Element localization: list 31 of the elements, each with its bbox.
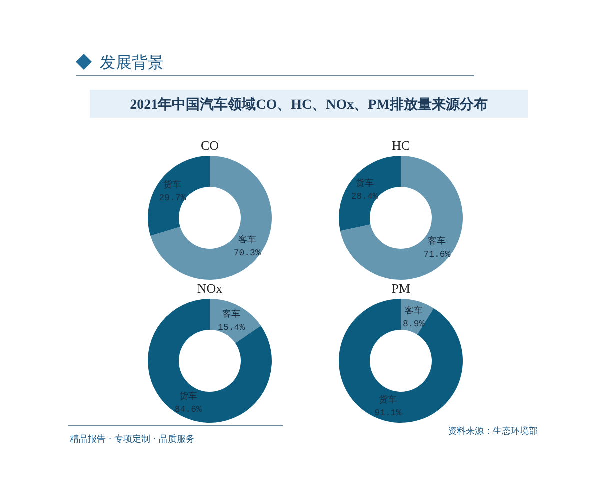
slice-label: 货车 [379, 394, 398, 406]
slice-label: 货车 [179, 391, 198, 402]
text: 2021年中国汽车领域CO、HC、NOx、PM排放量来源分布 [130, 96, 488, 113]
donut-slice [339, 299, 463, 423]
donut-slice [148, 299, 272, 423]
slice-label: 货车 [164, 179, 182, 190]
data-label: 15.4% [218, 322, 246, 333]
donut-slice [210, 299, 262, 344]
chart-title: CO [200, 138, 220, 153]
donut-slice [148, 156, 210, 236]
slice-label: 客车 [404, 305, 423, 316]
data-label: 28.4% [351, 192, 379, 202]
text: 精品报告 · 专项定制 · 品质服务 [70, 434, 196, 445]
chart-title: HC [392, 138, 410, 153]
slice-label: 客车 [222, 308, 241, 320]
text: 发展背景 [100, 53, 164, 72]
data-label: 84.6% [174, 405, 202, 416]
donut-slice [339, 156, 401, 232]
data-label: 91.1% [374, 408, 402, 419]
data-label: 70.3% [234, 248, 262, 259]
chart-title: NOx [197, 281, 224, 296]
data-label: 71.6% [424, 250, 452, 260]
text: 资料来源：生态环境部 [448, 426, 538, 437]
chart-title: PM [392, 281, 411, 296]
slice-label: 货车 [356, 178, 374, 189]
donut-slice [340, 156, 463, 280]
data-label: 29.7% [159, 193, 187, 204]
donut-slice [150, 156, 272, 280]
slice-label: 客车 [238, 234, 256, 246]
data-label: 8.9% [403, 319, 426, 330]
slice-label: 客车 [428, 236, 446, 248]
